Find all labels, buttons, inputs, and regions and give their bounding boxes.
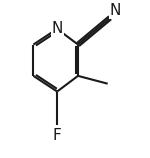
Text: N: N <box>110 3 121 18</box>
Text: N: N <box>51 21 63 36</box>
Text: F: F <box>53 128 62 143</box>
